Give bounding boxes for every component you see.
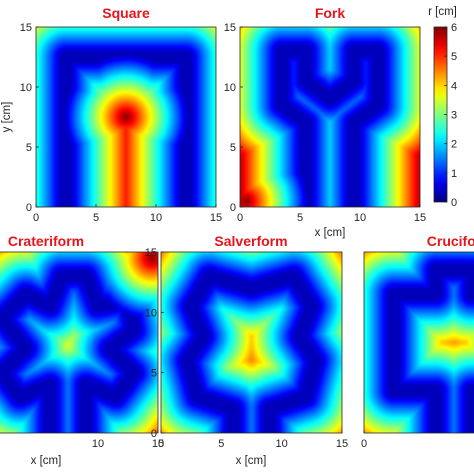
x-tick-label: 10 bbox=[150, 212, 162, 224]
y-tick-label: 15 bbox=[145, 247, 157, 259]
y-tick-label: 10 bbox=[224, 82, 236, 94]
x-axis-label: x [cm] bbox=[236, 455, 267, 467]
axes-frame bbox=[239, 26, 421, 208]
y-axis-label: y [cm] bbox=[1, 102, 13, 133]
y-tick-label: 15 bbox=[224, 22, 236, 34]
x-tick-label: 0 bbox=[361, 438, 367, 450]
y-tick-label: 10 bbox=[20, 82, 32, 94]
heatmap-field bbox=[36, 27, 216, 207]
x-tick-label: 5 bbox=[93, 212, 99, 224]
x-tick-label: 5 bbox=[297, 212, 303, 224]
panel-crucifor: 0 Crucifor bbox=[361, 233, 474, 450]
y-tick-label: 5 bbox=[26, 142, 32, 154]
y-tick-label: 5 bbox=[230, 142, 236, 154]
heatmap-field bbox=[240, 27, 420, 207]
panel-title: Salverform bbox=[214, 233, 287, 249]
panel-square: 0 5 10 15 0 5 10 15 Square y [cm] bbox=[1, 5, 222, 224]
x-axis-label: x [cm] bbox=[31, 455, 62, 467]
panel-title: Square bbox=[102, 5, 150, 21]
axes-frame bbox=[363, 251, 474, 434]
x-tick-label: 15 bbox=[152, 438, 164, 450]
x-tick-label: 5 bbox=[218, 438, 224, 450]
y-tick-label: 15 bbox=[20, 22, 32, 34]
x-tick-label: 15 bbox=[210, 212, 222, 224]
heatmap-field bbox=[161, 252, 342, 433]
x-tick-label: 10 bbox=[92, 438, 104, 450]
x-tick-label: 10 bbox=[276, 438, 288, 450]
panel-crateriform: 10 15 Crateriform x [cm] bbox=[0, 233, 164, 467]
x-tick-label: 15 bbox=[336, 438, 348, 450]
colorbar-tick-label: 3 bbox=[451, 110, 457, 122]
heatmap-field bbox=[0, 252, 158, 433]
colorbar-tick-label: 4 bbox=[451, 80, 457, 92]
x-tick-label: 10 bbox=[354, 212, 366, 224]
colorbar-tick-label: 1 bbox=[451, 168, 457, 180]
y-tick-label: 0 bbox=[230, 202, 236, 214]
x-tick-label: 15 bbox=[414, 212, 426, 224]
heatmap-field bbox=[364, 252, 474, 433]
colorbar-tick-label: 0 bbox=[451, 197, 457, 209]
y-tick-label: 0 bbox=[26, 202, 32, 214]
colorbar: 0 1 2 3 4 5 6 r [cm] bbox=[428, 6, 457, 209]
axes-frame bbox=[35, 26, 217, 208]
colorbar-label: r [cm] bbox=[428, 6, 457, 18]
y-tick-label: 10 bbox=[145, 307, 157, 319]
colorbar-tick-label: 5 bbox=[451, 51, 457, 63]
x-axis-label: x [cm] bbox=[315, 227, 346, 239]
y-tick-label: 0 bbox=[151, 428, 157, 440]
x-tick-label: 0 bbox=[158, 438, 164, 450]
x-tick-label: 0 bbox=[237, 212, 243, 224]
panel-title: Crateriform bbox=[8, 233, 84, 249]
axes-frame bbox=[0, 251, 159, 434]
x-tick-label: 0 bbox=[33, 212, 39, 224]
panel-fork: 0 5 10 15 0 5 10 15 Fork x [cm] bbox=[224, 5, 426, 239]
y-tick-label: 5 bbox=[151, 368, 157, 380]
panel-title: Fork bbox=[315, 5, 346, 21]
colorbar-tick-label: 6 bbox=[451, 22, 457, 34]
axes-frame bbox=[160, 251, 343, 434]
colorbar-tick-label: 2 bbox=[451, 139, 457, 151]
panel-title: Crucifor bbox=[427, 233, 474, 249]
